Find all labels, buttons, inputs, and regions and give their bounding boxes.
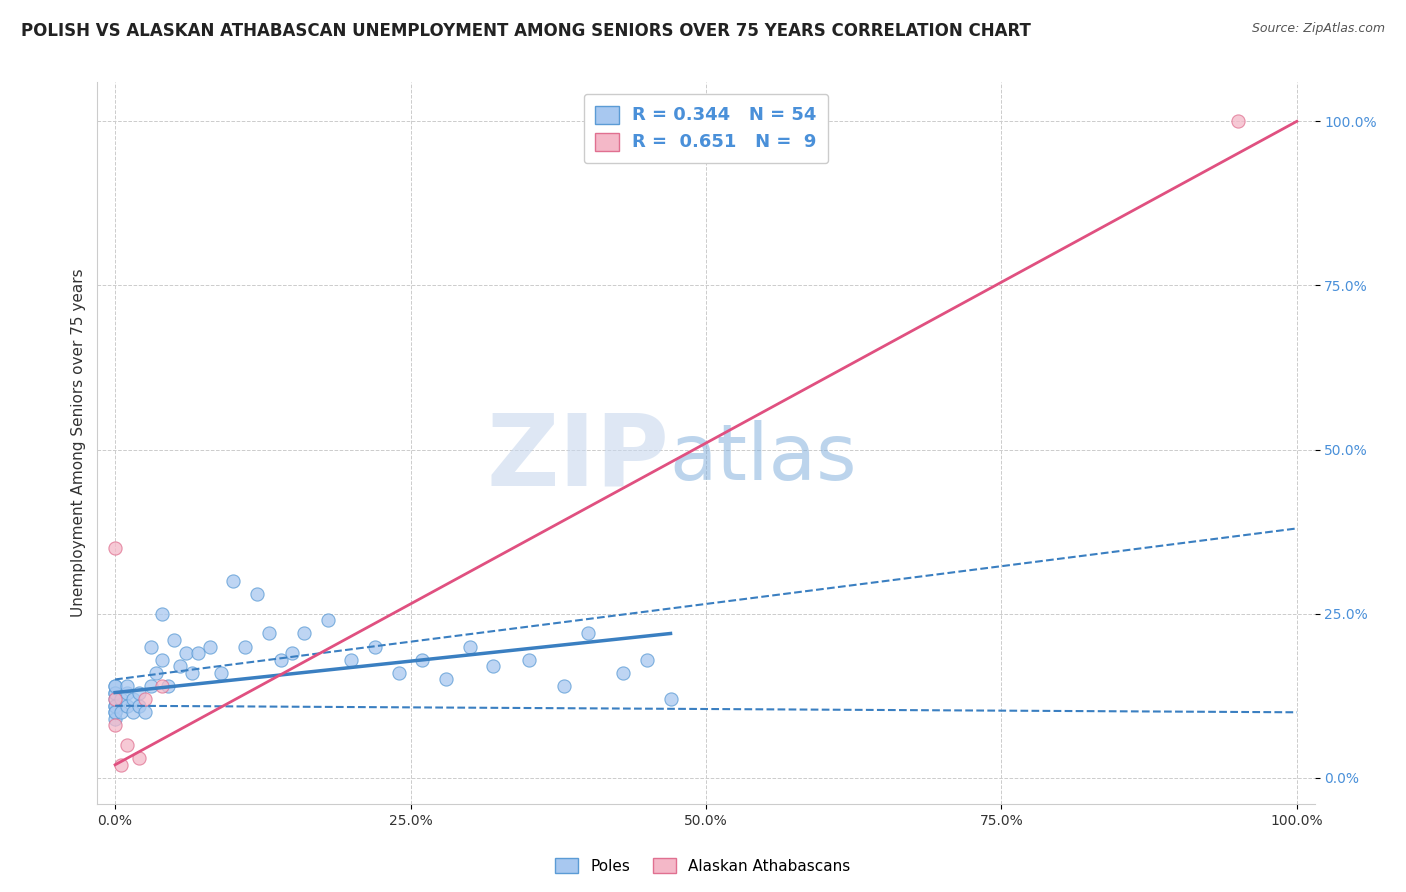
Point	[458, 640, 481, 654]
Point	[128, 698, 150, 713]
Point	[104, 718, 127, 732]
Point	[163, 633, 186, 648]
Point	[388, 665, 411, 680]
Point	[292, 626, 315, 640]
Point	[104, 685, 127, 699]
Point	[134, 692, 156, 706]
Point	[115, 679, 138, 693]
Point	[1226, 114, 1249, 128]
Point	[576, 626, 599, 640]
Point	[222, 574, 245, 588]
Point	[110, 757, 132, 772]
Point	[364, 640, 387, 654]
Point	[134, 706, 156, 720]
Point	[281, 646, 304, 660]
Point	[104, 685, 127, 699]
Point	[115, 685, 138, 699]
Point	[104, 692, 127, 706]
Text: Source: ZipAtlas.com: Source: ZipAtlas.com	[1251, 22, 1385, 36]
Point	[150, 653, 173, 667]
Point	[434, 673, 457, 687]
Point	[104, 698, 127, 713]
Point	[316, 613, 339, 627]
Point	[659, 692, 682, 706]
Point	[482, 659, 505, 673]
Point	[139, 640, 162, 654]
Legend: Poles, Alaskan Athabascans: Poles, Alaskan Athabascans	[550, 852, 856, 880]
Point	[104, 706, 127, 720]
Point	[110, 706, 132, 720]
Point	[209, 665, 232, 680]
Point	[233, 640, 256, 654]
Y-axis label: Unemployment Among Seniors over 75 years: Unemployment Among Seniors over 75 years	[72, 268, 86, 617]
Point	[636, 653, 658, 667]
Point	[104, 698, 127, 713]
Point	[128, 751, 150, 765]
Text: POLISH VS ALASKAN ATHABASCAN UNEMPLOYMENT AMONG SENIORS OVER 75 YEARS CORRELATIO: POLISH VS ALASKAN ATHABASCAN UNEMPLOYMEN…	[21, 22, 1031, 40]
Point	[150, 607, 173, 621]
Point	[139, 679, 162, 693]
Point	[104, 706, 127, 720]
Point	[104, 679, 127, 693]
Point	[145, 665, 167, 680]
Point	[270, 653, 292, 667]
Point	[128, 685, 150, 699]
Point	[104, 692, 127, 706]
Legend: R = 0.344   N = 54, R =  0.651   N =  9: R = 0.344 N = 54, R = 0.651 N = 9	[583, 94, 828, 163]
Point	[198, 640, 221, 654]
Point	[104, 712, 127, 726]
Point	[174, 646, 197, 660]
Point	[104, 679, 127, 693]
Point	[411, 653, 433, 667]
Point	[121, 692, 143, 706]
Point	[257, 626, 280, 640]
Point	[150, 679, 173, 693]
Point	[187, 646, 209, 660]
Point	[115, 698, 138, 713]
Point	[612, 665, 634, 680]
Point	[517, 653, 540, 667]
Point	[553, 679, 575, 693]
Point	[121, 706, 143, 720]
Point	[110, 692, 132, 706]
Point	[340, 653, 363, 667]
Text: atlas: atlas	[669, 419, 856, 495]
Point	[180, 665, 202, 680]
Point	[115, 738, 138, 752]
Point	[157, 679, 180, 693]
Point	[169, 659, 191, 673]
Point	[104, 541, 127, 555]
Point	[246, 587, 269, 601]
Text: ZIP: ZIP	[486, 409, 669, 506]
